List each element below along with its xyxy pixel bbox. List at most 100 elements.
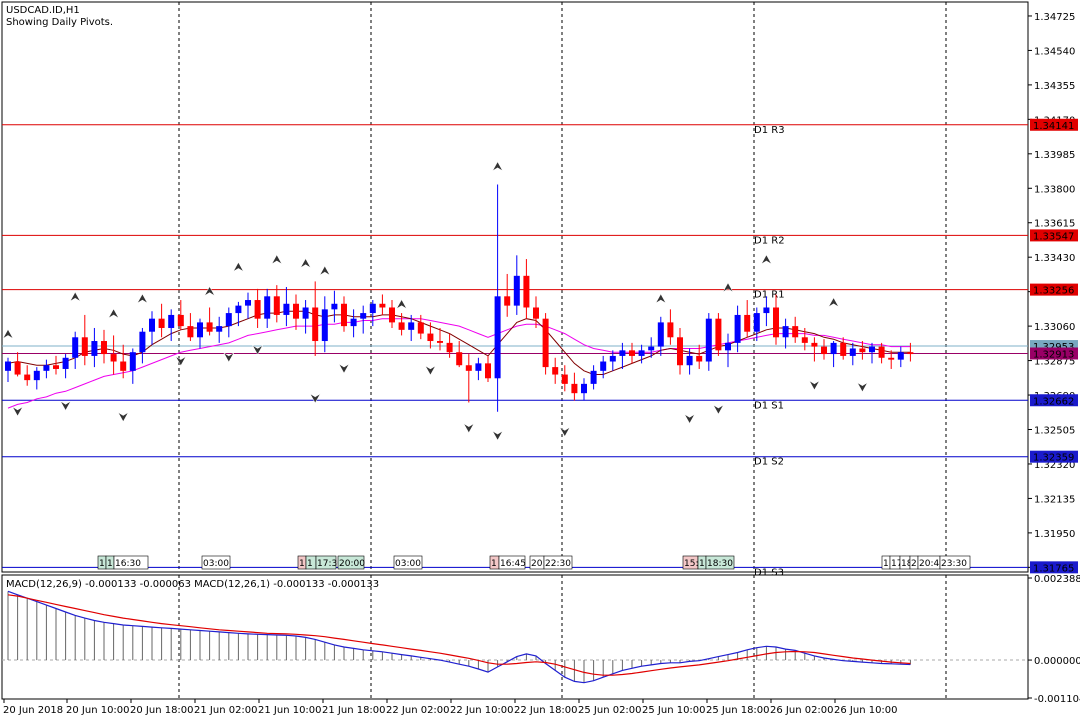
candle <box>187 313 194 342</box>
pivot-price-badge: 1.32913 <box>1033 350 1074 361</box>
fractal-down-marker <box>424 365 437 376</box>
candle <box>581 378 587 401</box>
fractal-down-marker <box>683 413 696 424</box>
candle-body <box>744 314 751 332</box>
candle <box>360 305 367 334</box>
candle <box>72 331 79 369</box>
pivot-price-badge: 1.34141 <box>1033 121 1074 132</box>
session-box-label: 2 <box>911 559 917 569</box>
candle <box>245 292 251 319</box>
session-box <box>201 555 231 570</box>
session-box-label: 16:45 <box>500 559 526 569</box>
candle-body <box>888 357 895 360</box>
price-tick-label: 1.33430 <box>1034 253 1075 264</box>
candle <box>43 359 50 379</box>
pivot-price-badge: 1.33256 <box>1033 286 1074 297</box>
candle-body <box>686 355 693 366</box>
price-tick-label: 1.32135 <box>1034 494 1075 505</box>
fractal-down-marker <box>11 406 24 417</box>
candle-body <box>725 342 731 351</box>
candle-body <box>417 322 424 334</box>
candle-body <box>235 305 242 314</box>
fractal-up-marker <box>107 308 120 319</box>
price-tick-label: 1.33985 <box>1034 150 1075 161</box>
session-box <box>543 555 573 570</box>
candle <box>225 307 232 338</box>
candle-body <box>293 303 299 319</box>
candlesticks[interactable] <box>5 184 914 412</box>
fractal-up-marker <box>2 328 14 340</box>
candle-body <box>149 318 155 332</box>
candle-body <box>446 342 453 353</box>
candle-body <box>225 313 232 327</box>
candle-body <box>341 303 347 327</box>
candle-body <box>158 318 165 328</box>
candle <box>523 259 530 319</box>
candle <box>801 327 808 351</box>
candle <box>734 305 741 353</box>
time-tick-label: 22 Jun 18:00 <box>514 705 578 716</box>
session-box-label: 22:30 <box>545 559 571 569</box>
candle <box>494 184 501 412</box>
candle <box>389 300 395 328</box>
time-tick-label: 25 Jun 10:00 <box>642 705 706 716</box>
fractal-down-marker <box>491 430 504 441</box>
vertical-day-separators <box>178 2 947 699</box>
fractal-up-marker <box>69 291 81 302</box>
candle-body <box>273 296 280 315</box>
candle-body <box>619 350 626 356</box>
candle <box>897 346 904 368</box>
candle-body <box>561 374 568 384</box>
fractal-down-marker <box>463 423 475 434</box>
candle <box>715 313 722 356</box>
candle <box>542 313 549 375</box>
candle <box>907 342 914 362</box>
candle <box>350 309 357 338</box>
candle-body <box>600 361 607 371</box>
time-tick-label: 21 Jun 10:00 <box>258 705 322 716</box>
moving-averages <box>7 310 911 409</box>
candle-body <box>523 275 530 308</box>
candle <box>657 316 664 356</box>
candle-body <box>811 342 818 347</box>
time-tick-label: 25 Jun 02:00 <box>578 705 642 716</box>
candle <box>753 307 760 342</box>
price-axis: 1.347251.345401.343551.341701.339851.338… <box>1028 12 1078 574</box>
candle <box>696 344 703 369</box>
candle-body <box>609 355 616 362</box>
session-box <box>939 555 971 570</box>
candle <box>379 294 386 315</box>
macd-caption: MACD(12,26,9) -0.000133 -0.000063 MACD(1… <box>6 579 379 590</box>
candle <box>513 255 520 315</box>
candle <box>571 372 578 401</box>
candle <box>5 357 11 382</box>
candle <box>686 348 693 375</box>
session-box <box>113 555 149 570</box>
fractal-down-marker <box>223 352 235 363</box>
candle-body <box>91 341 98 356</box>
pivot-price-badge-bg <box>1030 394 1078 407</box>
candle-body <box>101 341 107 355</box>
candle-body <box>897 352 904 360</box>
candle-body <box>53 365 59 369</box>
session-box-label: 1 <box>107 559 113 569</box>
session-box-label: 17 <box>891 559 902 569</box>
time-tick-label: 21 Jun 18:00 <box>322 705 386 716</box>
candle <box>168 309 175 342</box>
candle-body <box>312 307 319 342</box>
candle-body <box>120 361 127 371</box>
pivot-price-badge: 1.33547 <box>1033 231 1074 242</box>
ma-slow-line <box>7 318 911 409</box>
candle <box>149 311 155 345</box>
candle-body <box>734 314 741 343</box>
pivot-price-badge-bg <box>1030 450 1078 463</box>
candle <box>773 294 779 345</box>
fractal-up-marker <box>299 258 312 269</box>
candle <box>101 329 107 364</box>
candle-body <box>705 318 712 362</box>
fractal-up-marker <box>760 254 773 265</box>
candle-body <box>456 352 463 366</box>
candle <box>110 335 117 375</box>
candle-body <box>465 365 472 371</box>
